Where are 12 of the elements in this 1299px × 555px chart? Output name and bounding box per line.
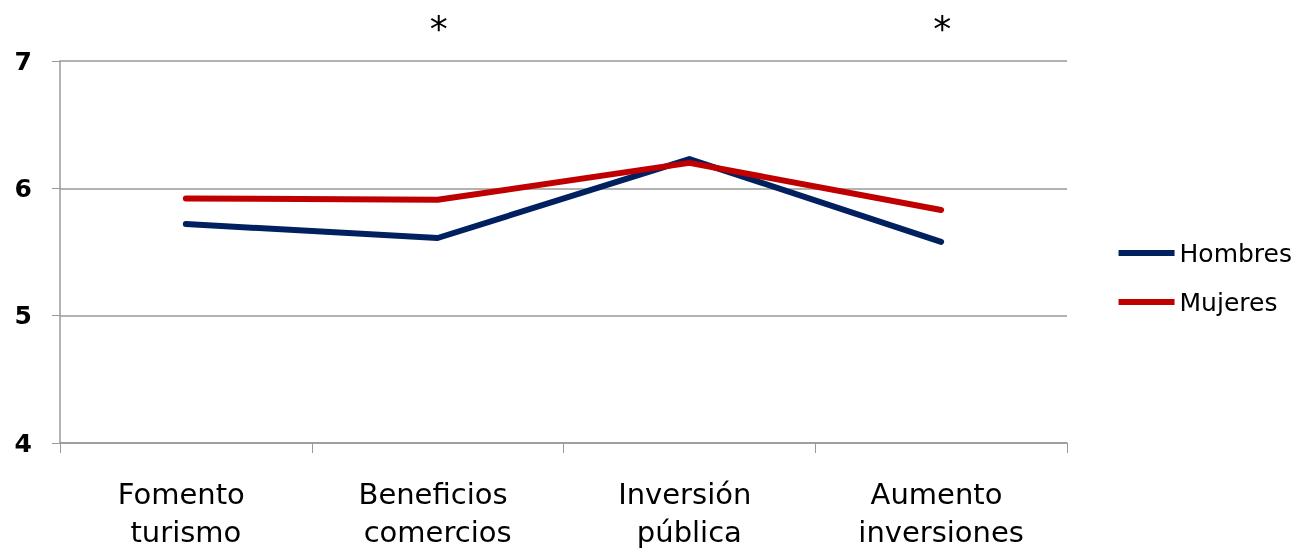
y-tick-label: 4 [14,428,32,458]
legend-label: Mujeres [1179,287,1278,317]
x-tick-label: Beneficios comercios [358,477,517,549]
y-tick-label: 5 [14,301,32,331]
legend-label: Hombres [1179,238,1292,268]
x-tick-label: Fomento turismo [117,477,254,549]
x-tick-label: Aumento inversiones [858,477,1024,549]
y-tick-label: 7 [14,46,32,76]
text: * [429,7,448,49]
text: * [933,7,952,49]
x-tick-label: Inversión pública [618,477,761,549]
y-tick-label: 6 [14,173,32,203]
